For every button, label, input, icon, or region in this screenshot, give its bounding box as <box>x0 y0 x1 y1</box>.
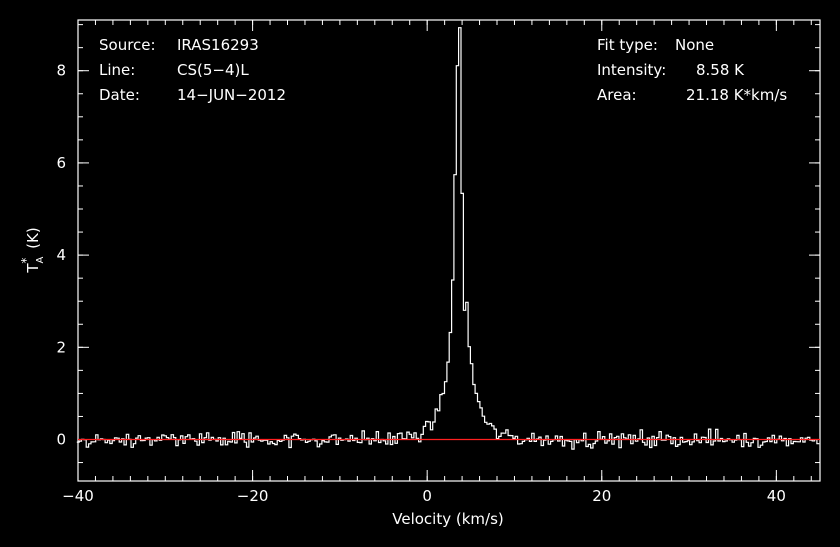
y-tick-label: 6 <box>56 154 66 172</box>
y-tick-label: 8 <box>56 62 66 80</box>
x-tick-label: 20 <box>592 487 611 505</box>
source-label: Source: <box>99 36 156 54</box>
x-tick-label: −40 <box>62 487 94 505</box>
spectrum-line <box>76 27 820 450</box>
area-value: 21.18 K*km/s <box>686 86 788 104</box>
x-tick-label: 0 <box>422 487 432 505</box>
plot-border <box>77 19 821 482</box>
svg-text:TA* (K): TA* (K) <box>19 227 46 273</box>
x-tick-label: 40 <box>767 487 786 505</box>
intensity-label: Intensity: <box>597 61 667 79</box>
date-value: 14−JUN−2012 <box>177 86 287 104</box>
area-label: Area: <box>597 86 637 104</box>
line-label: Line: <box>99 61 136 79</box>
y-tick-label: 4 <box>56 246 66 264</box>
y-tick-label: 0 <box>56 431 66 449</box>
intensity-value: 8.58 K <box>696 61 745 79</box>
y-tick-label: 2 <box>56 338 66 356</box>
x-tick-label: −20 <box>237 487 269 505</box>
y-axis-label: TA* (K) <box>19 227 46 273</box>
source-value: IRAS16293 <box>177 36 259 54</box>
plot-frame <box>77 19 821 482</box>
line-value: CS(5−4)L <box>177 61 249 79</box>
date-label: Date: <box>99 86 140 104</box>
x-axis-label: Velocity (km/s) <box>392 510 503 528</box>
fit-type-label: Fit type: <box>597 36 658 54</box>
fit-type-value: None <box>675 36 715 54</box>
tick-labels: −40 −20 0 20 40 0 2 4 6 8 <box>56 62 785 505</box>
